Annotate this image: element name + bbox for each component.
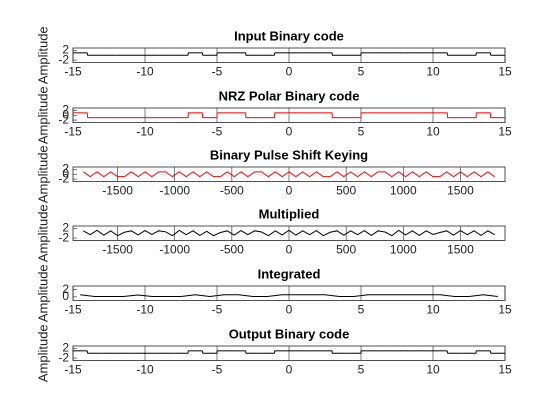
y-tick-label: 2: [62, 282, 69, 296]
x-tick-label: -1000: [159, 184, 190, 198]
x-tick-label: -5: [212, 363, 223, 377]
subplot-title: NRZ Polar Binary code: [219, 88, 360, 103]
x-tick-label: 10: [426, 125, 440, 139]
x-tick-label: 10: [426, 363, 440, 377]
y-axis-label: Amplitude: [35, 324, 50, 382]
y-axis-label: Amplitude: [35, 264, 50, 322]
x-tick-label: -15: [64, 303, 82, 317]
y-axis-label: Amplitude: [35, 86, 50, 144]
x-tick-label: -5: [212, 65, 223, 79]
x-tick-label: 500: [336, 243, 356, 257]
y-tick-label: 0: [62, 289, 69, 303]
x-tick-label: 0: [286, 125, 293, 139]
subplot-title: Integrated: [258, 266, 321, 281]
y-tick-label: 0: [62, 166, 69, 180]
signal-line: [80, 294, 498, 298]
y-tick-label: 2: [62, 341, 69, 355]
x-tick-label: -1500: [102, 184, 133, 198]
x-tick-label: 5: [358, 363, 365, 377]
x-tick-label: 5: [358, 125, 365, 139]
x-tick-label: 15: [498, 125, 512, 139]
x-tick-label: 5: [358, 65, 365, 79]
x-tick-label: 15: [498, 65, 512, 79]
x-tick-label: 0: [286, 303, 293, 317]
x-tick-label: -1000: [159, 243, 190, 257]
x-tick-label: -500: [220, 184, 244, 198]
y-tick-label: -2: [58, 171, 69, 185]
x-tick-label: 15: [498, 363, 512, 377]
y-tick-label: 2: [62, 103, 69, 117]
subplot-title: Input Binary code: [234, 28, 344, 43]
x-tick-label: -5: [212, 303, 223, 317]
x-tick-label: -10: [136, 65, 154, 79]
x-tick-label: 5: [358, 303, 365, 317]
x-tick-label: -10: [136, 303, 154, 317]
subplot-title: Binary Pulse Shift Keying: [210, 147, 368, 162]
x-tick-label: -10: [136, 125, 154, 139]
y-tick-label: 2: [62, 43, 69, 57]
y-tick-label: -2: [58, 52, 69, 66]
x-tick-label: 0: [286, 184, 293, 198]
x-tick-label: -1500: [102, 243, 133, 257]
x-tick-label: -500: [220, 243, 244, 257]
x-tick-label: -15: [64, 65, 82, 79]
y-axis-label: Amplitude: [35, 204, 50, 262]
x-tick-label: 0: [286, 243, 293, 257]
x-tick-label: -5: [212, 125, 223, 139]
signal-line: [83, 171, 495, 178]
x-tick-label: 0: [286, 363, 293, 377]
y-tick-label: -2: [58, 112, 69, 126]
subplot-title: Multiplied: [259, 206, 320, 221]
y-axis-label: Amplitude: [35, 145, 50, 203]
y-tick-label: -2: [58, 350, 69, 364]
x-tick-label: 0: [286, 65, 293, 79]
y-tick-label: 0: [62, 107, 69, 121]
y-tick-label: -2: [58, 230, 69, 244]
x-tick-label: -10: [136, 363, 154, 377]
x-tick-label: 1500: [447, 243, 474, 257]
x-tick-label: -15: [64, 363, 82, 377]
x-tick-label: 1000: [390, 184, 417, 198]
x-tick-label: 1500: [447, 184, 474, 198]
y-tick-label: 2: [62, 221, 69, 235]
y-axis-label: Amplitude: [35, 26, 50, 84]
signal-line: [83, 229, 495, 237]
x-tick-label: 15: [498, 303, 512, 317]
x-tick-label: 500: [336, 184, 356, 198]
x-tick-label: 10: [426, 303, 440, 317]
subplot-title: Output Binary code: [229, 326, 350, 341]
x-tick-label: -15: [64, 125, 82, 139]
x-tick-label: 1000: [390, 243, 417, 257]
y-tick-label: 2: [62, 162, 69, 176]
x-tick-label: 10: [426, 65, 440, 79]
